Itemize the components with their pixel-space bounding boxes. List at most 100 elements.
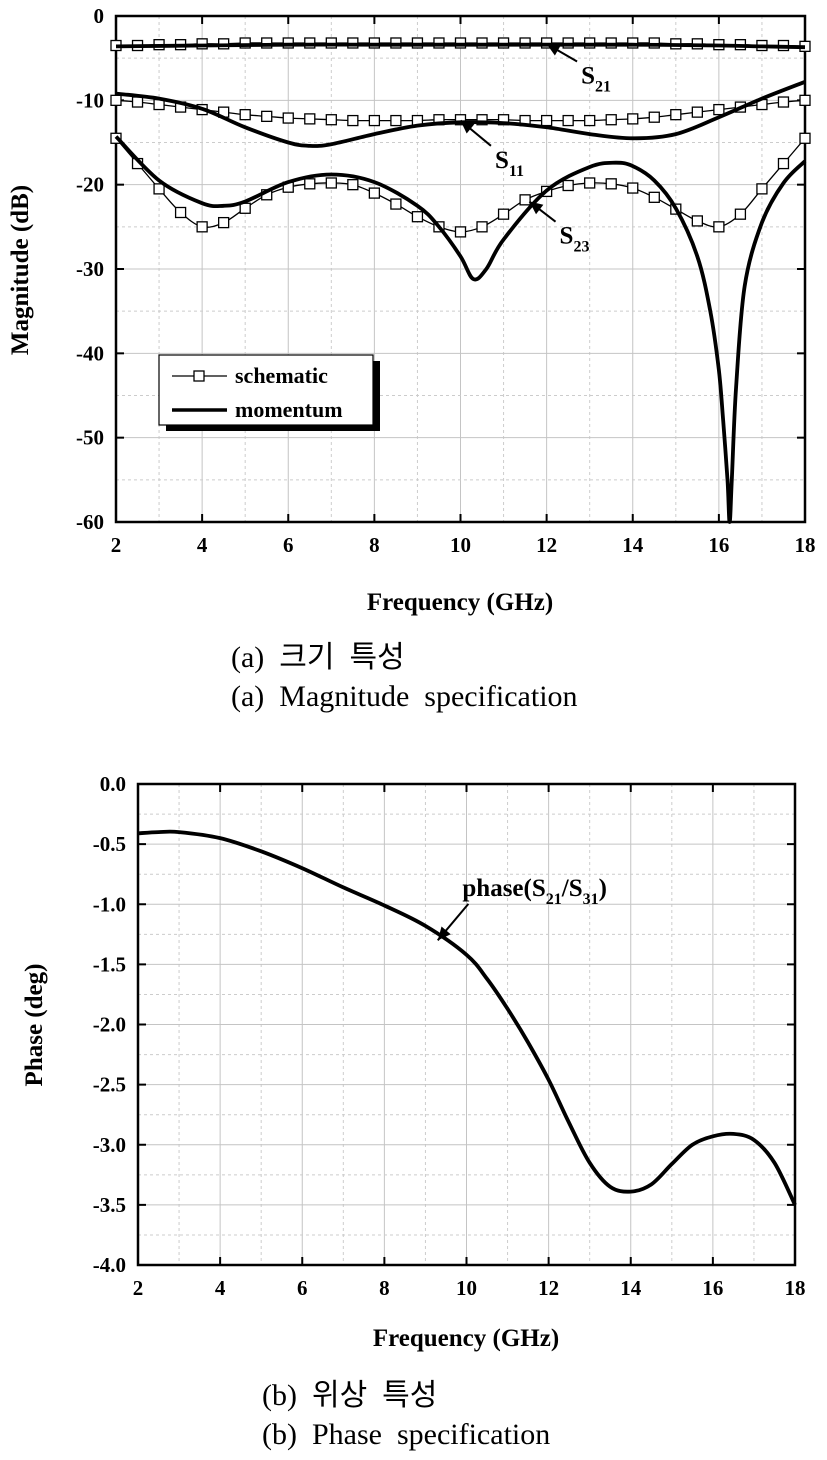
caption-b-english: (b) Phase specification (262, 1418, 551, 1451)
data-point-marker (584, 114, 596, 127)
legend: schematic momentum (158, 354, 380, 431)
data-point-marker (713, 221, 725, 233)
momentum-s11-line (115, 80, 806, 148)
x-tick-label: 14 (620, 1276, 642, 1300)
data-point-marker (648, 191, 660, 203)
y-tick-label: -20 (76, 173, 104, 197)
data-point-marker (411, 211, 424, 223)
series-group (137, 829, 797, 1206)
data-point-marker (390, 198, 402, 210)
y-axis-label: Phase (deg) (21, 964, 48, 1087)
data-point-marker (627, 113, 639, 125)
x-tick-label: 12 (538, 1276, 559, 1300)
y-tick-label: -4.0 (93, 1253, 126, 1277)
x-tick-label: 16 (708, 533, 729, 557)
data-point-marker (691, 106, 703, 118)
data-point-marker (239, 109, 251, 121)
axis-ticks: 2 4 6 8 10 12 14 16 18 0.0 -0.5 -1.0 -1.5 -2.0 -2.5 -3.… (93, 772, 806, 1300)
data-point-marker (799, 94, 811, 106)
y-tick-label: -3.0 (93, 1133, 126, 1157)
x-tick-label: 12 (536, 533, 557, 557)
y-tick-label: -60 (76, 510, 104, 534)
data-point-marker (153, 183, 165, 195)
x-tick-label: 18 (795, 533, 816, 557)
x-tick-label: 8 (369, 533, 380, 557)
data-point-marker (756, 183, 768, 195)
data-point-marker (218, 216, 230, 229)
y-tick-label: -50 (76, 426, 104, 450)
annotation-arrow-head (529, 201, 544, 215)
caption-b-korean: (b) 위상 특성 (262, 1379, 438, 1412)
series-group (110, 37, 811, 524)
x-tick-label: 2 (133, 1276, 144, 1300)
data-point-marker (648, 111, 660, 123)
x-tick-label: 6 (283, 533, 294, 557)
data-point-marker (777, 96, 790, 108)
data-point-marker (454, 226, 467, 238)
data-point-marker (497, 208, 510, 220)
phase-s21-s31--line (137, 829, 797, 1206)
axis-ticks: 2 4 6 8 10 12 14 16 18 0 -10 -20 -30 -40 -50 -60 (76, 4, 816, 557)
data-point-marker (476, 114, 488, 126)
annotation-arrow-head (546, 43, 561, 56)
data-point-marker (454, 114, 467, 126)
x-axis-label: Frequency (GHz) (367, 589, 553, 616)
x-tick-label: 14 (622, 533, 644, 557)
data-point-marker (368, 114, 381, 127)
y-axis-label: Magnitude (dB) (7, 185, 34, 355)
y-tick-label: -10 (76, 88, 104, 112)
magnitude-chart: 2 4 6 8 10 12 14 16 180-10-20-30-40-50-60 S21S11… (7, 4, 816, 616)
data-point-marker (325, 177, 337, 189)
x-tick-label: 18 (785, 1276, 806, 1300)
y-tick-label: -0.5 (93, 832, 126, 856)
x-tick-label: 16 (702, 1276, 723, 1300)
x-tick-label: 8 (379, 1276, 390, 1300)
y-tick-label: -1.5 (93, 952, 126, 976)
data-point-marker (713, 103, 725, 116)
caption-a-korean: (a) 크기 특성 (231, 641, 405, 674)
y-tick-label: -2.0 (93, 1013, 126, 1037)
data-point-marker (325, 114, 337, 126)
legend-schematic-label: schematic (235, 363, 328, 388)
y-tick-label: 0.0 (100, 772, 126, 796)
data-point-marker (196, 221, 208, 233)
phase-chart: 2 4 6 8 10 12 14 16 18 0.0 -0.5 -1.0 -1.5 -2.0 -2.5 -3.… (21, 772, 806, 1352)
caption-a-english: (a) Magnitude specification (231, 680, 578, 713)
y-tick-label: -40 (76, 341, 104, 365)
x-tick-label: 10 (450, 533, 471, 557)
data-point-marker (584, 177, 596, 189)
data-point-marker (627, 182, 639, 194)
annotation-arrow-head (437, 926, 451, 941)
x-tick-label: 4 (197, 533, 208, 557)
x-tick-label: 10 (456, 1276, 477, 1300)
x-tick-label: 2 (111, 533, 122, 557)
data-point-marker (239, 37, 251, 49)
y-tick-label: -30 (76, 257, 104, 281)
y-tick-label: -2.5 (93, 1073, 126, 1097)
data-point-marker (174, 206, 187, 219)
data-point-marker (347, 114, 359, 127)
data-point-marker (261, 110, 273, 123)
data-point-marker (347, 179, 359, 191)
data-point-marker (519, 194, 531, 206)
data-point-marker (476, 221, 488, 233)
legend-schematic-marker (193, 370, 205, 382)
data-point-marker (368, 187, 381, 199)
data-point-marker (691, 215, 703, 227)
data-point-marker (282, 112, 294, 124)
data-point-marker (605, 114, 617, 126)
x-tick-label: 6 (297, 1276, 308, 1300)
data-point-marker (562, 114, 574, 127)
data-point-marker (304, 178, 316, 190)
x-tick-label: 4 (215, 1276, 226, 1300)
x-axis-label: Frequency (GHz) (373, 1325, 559, 1352)
data-point-marker (304, 113, 316, 125)
momentum-s23-line (114, 135, 807, 524)
momentum-s21-line (115, 42, 806, 50)
y-tick-label: -3.5 (93, 1193, 126, 1217)
data-point-marker (605, 178, 617, 190)
legend-box (158, 354, 374, 426)
y-tick-label: -1.0 (93, 892, 126, 916)
data-point-marker (799, 132, 811, 144)
annotations: phase(S21/S31) (436, 875, 607, 941)
